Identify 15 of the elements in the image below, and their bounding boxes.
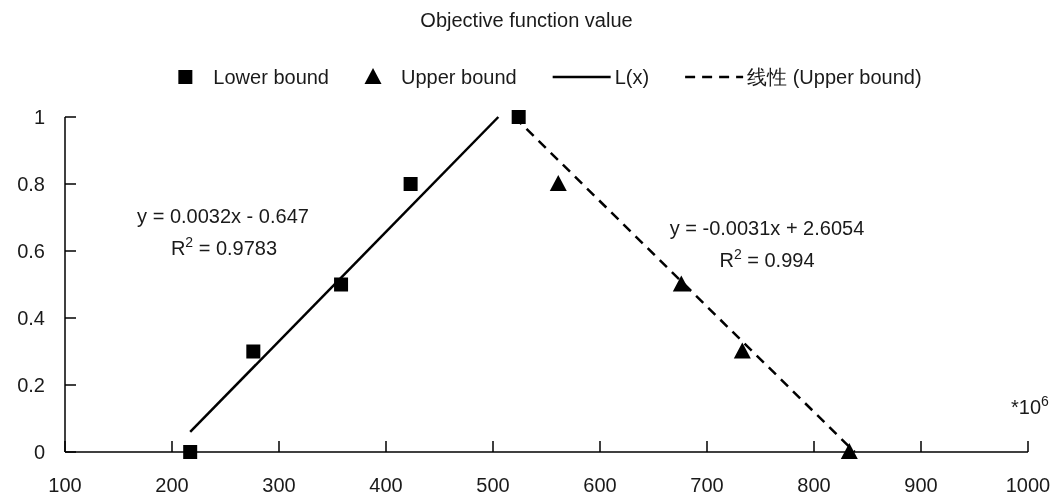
annotation: R$^{2}$ = 0.9783: [170, 234, 278, 259]
point: [403, 177, 418, 191]
annotation: R$^{2}$ = 0.994: [719, 246, 815, 271]
annotation: *10$^{6}$: [1011, 393, 1049, 418]
point: [840, 443, 858, 459]
title: Objective function value: [420, 9, 633, 31]
point: [246, 344, 261, 359]
point: [549, 175, 567, 191]
annotation: y = 0.0032x - 0.647: [137, 205, 309, 227]
annotation: y = -0.0031x + 2.6054: [669, 217, 865, 239]
point: [511, 110, 526, 124]
point: [672, 275, 690, 292]
point: [733, 342, 751, 359]
point: [183, 445, 198, 459]
point: [334, 277, 349, 292]
